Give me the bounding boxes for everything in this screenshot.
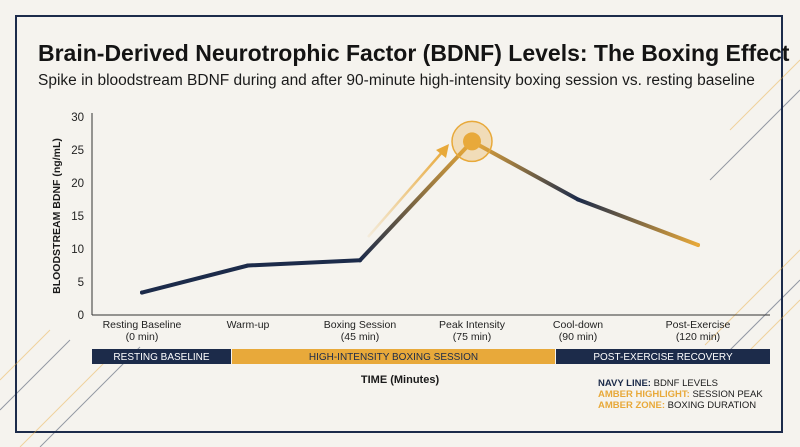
- data-point: [140, 290, 144, 295]
- phase-band: [232, 349, 555, 364]
- phase-band-label: HIGH-INTENSITY BOXING SESSION: [309, 352, 478, 363]
- decor-line: [0, 339, 71, 411]
- legend-item: AMBER ZONE: BOXING DURATION: [598, 400, 763, 411]
- data-point: [358, 258, 362, 263]
- legend-key: AMBER ZONE:: [598, 400, 666, 411]
- x-tick-label: Boxing Session: [324, 319, 397, 331]
- series-segment: [358, 139, 474, 263]
- x-tick-label: Post-Exercise: [666, 319, 731, 331]
- x-tick-label: (0 min): [126, 331, 159, 343]
- y-tick-label: 20: [71, 178, 84, 190]
- data-point: [246, 263, 250, 268]
- data-point: [696, 243, 700, 248]
- y-axis-label: BLOODSTREAM BDNF (ng/mL): [51, 138, 63, 294]
- x-tick-label: (45 min): [341, 331, 380, 343]
- axes: [91, 113, 770, 316]
- legend-value: BOXING DURATION: [665, 400, 757, 411]
- x-tick-label: Warm-up: [227, 319, 270, 331]
- legend-key: NAVY LINE:: [598, 378, 651, 389]
- decor-line: [19, 356, 111, 447]
- phase-band-label: POST-EXERCISE RECOVERY: [593, 352, 733, 363]
- legend-item: AMBER HIGHLIGHT: SESSION PEAK: [598, 389, 763, 400]
- decor-line: [704, 249, 800, 346]
- phase-band: [556, 349, 770, 364]
- decor-line: [729, 59, 800, 131]
- y-tick-label: 10: [71, 244, 84, 256]
- x-tick-label: Cool-down: [553, 319, 603, 331]
- y-tick-label: 15: [71, 211, 84, 223]
- x-tick-label: (75 min): [453, 331, 492, 343]
- legend-item: NAVY LINE: BDNF LEVELS: [598, 378, 763, 389]
- y-tick-label: 30: [71, 112, 84, 124]
- y-tick-label: 0: [78, 310, 84, 322]
- chart-frame: [15, 15, 783, 433]
- x-tick-label: Resting Baseline: [103, 319, 182, 331]
- phase-band: [92, 349, 231, 364]
- series-segment: [576, 197, 700, 248]
- chart-subtitle: Spike in bloodstream BDNF during and aft…: [38, 72, 755, 89]
- peak-arrow: [367, 149, 445, 238]
- y-tick-label: 25: [71, 145, 84, 157]
- x-axis-label: TIME (Minutes): [361, 374, 440, 386]
- legend: NAVY LINE: BDNF LEVELS AMBER HIGHLIGHT: S…: [598, 378, 763, 411]
- chart-title: Brain-Derived Neurotrophic Factor (BDNF)…: [38, 40, 790, 66]
- series-segment: [246, 258, 362, 268]
- peak-arrow-head: [436, 144, 449, 158]
- legend-value: BDNF LEVELS: [650, 378, 719, 389]
- decor-line: [724, 279, 800, 356]
- legend-value: SESSION PEAK: [689, 389, 763, 400]
- x-categories: Resting Baseline(0 min) Warm-up Boxing Ses…: [103, 319, 731, 343]
- peak-point: [463, 132, 481, 151]
- y-ticks: 0 5 10 15 20 25 30: [71, 112, 84, 322]
- phase-band-label: RESTING BASELINE: [113, 352, 209, 363]
- x-tick-label: Peak Intensity: [439, 319, 506, 331]
- series-segment: [140, 263, 250, 295]
- decor-line: [709, 89, 800, 181]
- data-point: [576, 197, 580, 202]
- phase-bands: RESTING BASELINE HIGH-INTENSITY BOXING SE…: [92, 349, 770, 364]
- x-tick-label: (120 min): [676, 331, 720, 343]
- y-tick-label: 5: [78, 277, 84, 289]
- series: [140, 120, 700, 295]
- decor-line: [0, 329, 51, 381]
- legend-key: AMBER HIGHLIGHT:: [598, 389, 690, 400]
- x-tick-label: (90 min): [559, 331, 598, 343]
